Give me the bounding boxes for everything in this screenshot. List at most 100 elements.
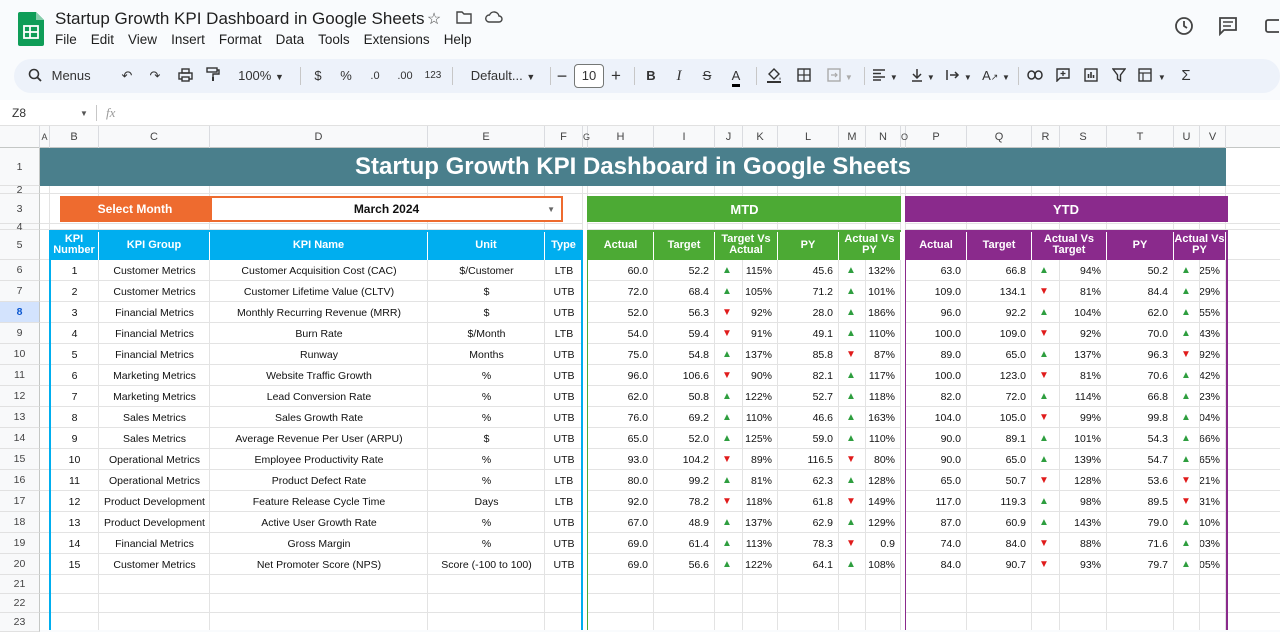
column-header-u[interactable]: U	[1174, 126, 1200, 148]
filter-views-icon[interactable]: ▼	[1134, 59, 1170, 93]
column-header-j[interactable]: J	[715, 126, 743, 148]
column-header-o[interactable]: O	[901, 126, 908, 148]
row-header-12[interactable]: 12	[0, 386, 40, 407]
row-header-11[interactable]: 11	[0, 365, 40, 386]
menu-extensions[interactable]: Extensions	[363, 32, 430, 47]
column-header-r[interactable]: R	[1032, 126, 1060, 148]
star-icon[interactable]: ☆	[426, 11, 442, 28]
paint-format-icon[interactable]	[202, 59, 224, 93]
column-header-c[interactable]: C	[99, 126, 210, 148]
document-title[interactable]: Startup Growth KPI Dashboard in Google S…	[55, 9, 425, 28]
row-header-9[interactable]: 9	[0, 323, 40, 344]
row-header-8[interactable]: 8	[0, 302, 40, 323]
increase-decimal-button[interactable]: .00	[397, 70, 413, 82]
column-header-a[interactable]: A	[40, 126, 50, 148]
row-header-3[interactable]: 3	[0, 194, 40, 224]
row-header-5[interactable]: 5	[0, 230, 40, 260]
horizontal-align-icon[interactable]: ▼	[873, 69, 898, 82]
menu-help[interactable]: Help	[443, 32, 472, 47]
row-header-19[interactable]: 19	[0, 533, 40, 554]
row-header-15[interactable]: 15	[0, 449, 40, 470]
column-header-d[interactable]: D	[210, 126, 428, 148]
sheets-logo-icon[interactable]	[18, 12, 44, 46]
column-header-v[interactable]: V	[1200, 126, 1226, 148]
row-header-10[interactable]: 10	[0, 344, 40, 365]
column-header-q[interactable]: Q	[967, 126, 1032, 148]
percent-format-button[interactable]: %	[340, 68, 352, 83]
menu-tools[interactable]: Tools	[318, 32, 350, 47]
filter-icon[interactable]	[1108, 59, 1130, 93]
column-header-h[interactable]: H	[588, 126, 654, 148]
row-header-20[interactable]: 20	[0, 554, 40, 575]
row-header-21[interactable]: 21	[0, 575, 40, 594]
currency-format-button[interactable]: $	[314, 68, 322, 83]
month-dropdown[interactable]: March 2024 ▼	[210, 196, 563, 222]
row-header-6[interactable]: 6	[0, 260, 40, 281]
name-box[interactable]: Z8	[12, 106, 27, 120]
comments-icon[interactable]	[1218, 16, 1238, 37]
decrease-decimal-button[interactable]: .0	[370, 70, 380, 82]
column-header-f[interactable]: F	[545, 126, 583, 148]
column-header-l[interactable]: L	[778, 126, 839, 148]
name-box-dropdown-icon[interactable]: ▼	[80, 109, 88, 118]
decrease-font-size-button[interactable]: −	[556, 66, 568, 86]
row-header-23[interactable]: 23	[0, 613, 40, 632]
column-header-i[interactable]: I	[654, 126, 715, 148]
functions-button[interactable]: Σ	[1181, 67, 1191, 84]
borders-icon[interactable]	[794, 59, 814, 93]
print-icon[interactable]	[174, 59, 196, 93]
zoom-select[interactable]: 100% ▼	[238, 68, 284, 83]
redo-icon[interactable]: ↷	[149, 68, 161, 83]
text-rotation-icon[interactable]: A↗ ▼	[982, 68, 1010, 83]
menus-search[interactable]: Menus	[28, 59, 110, 93]
menu-data[interactable]: Data	[275, 32, 305, 47]
undo-icon[interactable]: ↶	[121, 68, 133, 83]
column-header-n[interactable]: N	[866, 126, 901, 148]
select-all-corner[interactable]	[0, 126, 40, 148]
menu-edit[interactable]: Edit	[90, 32, 115, 47]
row-header-22[interactable]: 22	[0, 594, 40, 613]
row-header-13[interactable]: 13	[0, 407, 40, 428]
insert-comment-icon[interactable]	[1052, 59, 1074, 93]
merge-cells-icon[interactable]: ▼	[822, 59, 858, 93]
fill-color-icon[interactable]	[764, 59, 784, 93]
menu-format[interactable]: Format	[218, 32, 262, 47]
text-wrap-icon[interactable]: ▼	[944, 59, 974, 93]
row-header-4[interactable]: 4	[0, 222, 40, 232]
column-header-p[interactable]: P	[906, 126, 967, 148]
formula-input[interactable]	[130, 100, 1230, 126]
column-header-m[interactable]: M	[839, 126, 866, 148]
increase-font-size-button[interactable]: +	[611, 66, 621, 85]
column-header-t[interactable]: T	[1107, 126, 1174, 148]
bold-button[interactable]: B	[646, 68, 656, 83]
strikethrough-button[interactable]: S	[702, 68, 712, 83]
menu-view[interactable]: View	[128, 32, 158, 47]
row-header-16[interactable]: 16	[0, 470, 40, 491]
video-call-icon[interactable]	[1262, 16, 1280, 36]
sheet-grid[interactable]: Startup Growth KPI Dashboard in Google S…	[40, 148, 1280, 630]
font-select[interactable]: Default... ▼	[470, 68, 536, 83]
insert-chart-icon[interactable]	[1080, 59, 1102, 93]
menu-insert[interactable]: Insert	[171, 32, 205, 47]
italic-button[interactable]: I	[676, 68, 682, 84]
vertical-align-icon[interactable]: ▼	[908, 59, 938, 93]
insert-link-icon[interactable]	[1024, 59, 1046, 93]
row-header-14[interactable]: 14	[0, 428, 40, 449]
move-folder-icon[interactable]	[454, 10, 474, 30]
column-header-g[interactable]: G	[583, 126, 590, 148]
version-history-icon[interactable]	[1174, 16, 1194, 36]
row-header-18[interactable]: 18	[0, 512, 40, 533]
row-header-7[interactable]: 7	[0, 281, 40, 302]
column-header-k[interactable]: K	[743, 126, 778, 148]
row-header-1[interactable]: 1	[0, 148, 40, 186]
menu-file[interactable]: File	[55, 32, 77, 47]
text-color-button[interactable]: A	[726, 59, 746, 93]
row-header-17[interactable]: 17	[0, 491, 40, 512]
column-header-s[interactable]: S	[1060, 126, 1107, 148]
column-header-e[interactable]: E	[428, 126, 545, 148]
cloud-status-icon[interactable]	[484, 10, 504, 30]
number-format-button[interactable]: 123	[424, 70, 442, 81]
row-header-2[interactable]: 2	[0, 185, 40, 195]
column-header-b[interactable]: B	[50, 126, 99, 148]
font-size-input[interactable]: 10	[574, 59, 604, 93]
